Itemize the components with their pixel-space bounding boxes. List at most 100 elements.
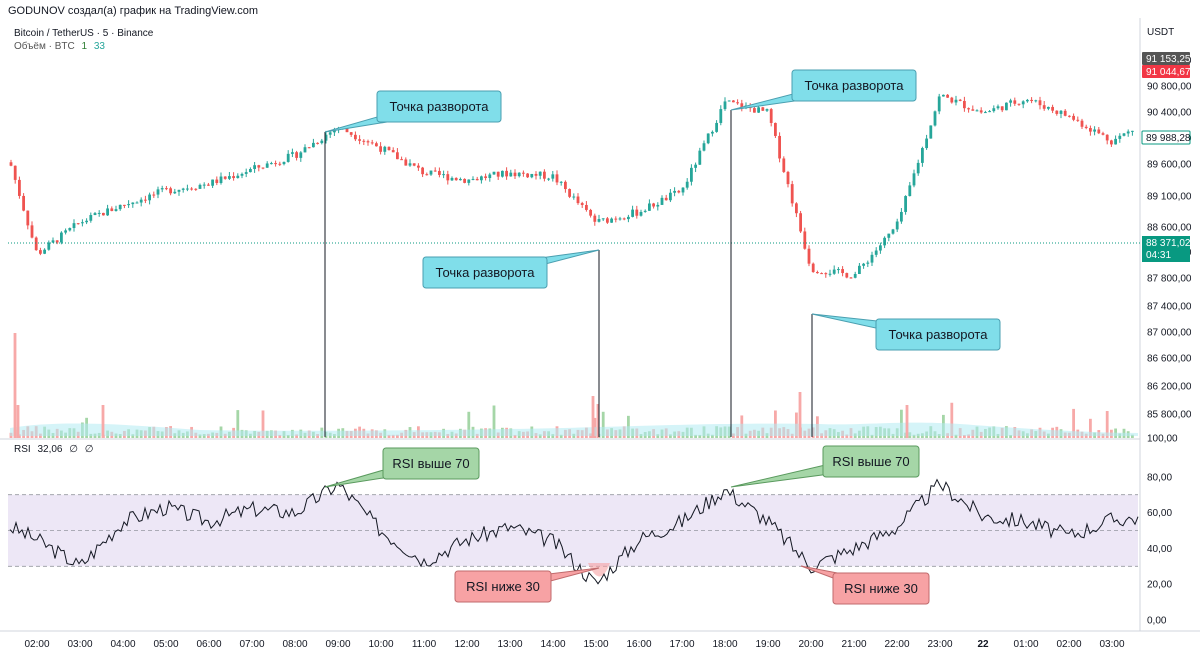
- candle: [156, 186, 160, 199]
- candle: [530, 173, 534, 179]
- volume-bar: [963, 434, 966, 438]
- candle: [379, 142, 382, 155]
- candle: [215, 176, 219, 186]
- candle: [866, 260, 870, 268]
- candle: [564, 180, 567, 193]
- candle: [816, 270, 819, 274]
- candle: [706, 133, 710, 145]
- candle: [837, 267, 840, 274]
- price-badge-high-text: 91 153,25: [1146, 54, 1191, 65]
- rsi-above-callout-2-text: RSI выше 70: [832, 454, 909, 469]
- rsi-below-callout-2[interactable]: RSI ниже 30: [800, 565, 930, 605]
- candle: [299, 151, 303, 162]
- time-tick: 03:00: [1099, 639, 1124, 650]
- publisher-header: GODUNOV создал(а) график на TradingView.…: [8, 5, 259, 17]
- candle: [475, 176, 479, 181]
- candle: [753, 106, 756, 113]
- pivot-callout-2[interactable]: Точка разворота: [422, 249, 600, 289]
- candle: [979, 107, 983, 114]
- candle: [274, 160, 277, 167]
- price-lines: [0, 18, 1200, 632]
- candle: [732, 100, 735, 103]
- candle: [370, 139, 374, 145]
- symbol-title[interactable]: Bitcoin / TetherUS · 5 · Binance: [14, 28, 154, 39]
- time-axis[interactable]: 02:00 03:00 04:00 05:00 06:00 07:00 08:00 09:00…: [24, 639, 1124, 650]
- volume-bar: [131, 434, 135, 438]
- candle: [916, 159, 920, 176]
- candle: [391, 147, 395, 153]
- candle: [257, 164, 261, 172]
- time-tick: 06:00: [196, 639, 221, 650]
- rsi-tick: 40,00: [1147, 544, 1172, 555]
- candle: [879, 242, 882, 254]
- rsi-above-callout-2[interactable]: RSI выше 70: [730, 445, 920, 488]
- candle: [198, 183, 202, 189]
- candle: [891, 228, 895, 235]
- candle: [858, 262, 861, 275]
- time-tick: 04:00: [110, 639, 135, 650]
- candle: [912, 169, 916, 188]
- volume-value-1: 1: [81, 41, 88, 52]
- price-tick: 86 600,00: [1147, 354, 1192, 365]
- volume-bar: [798, 392, 802, 438]
- candle: [538, 171, 542, 180]
- candle: [513, 169, 517, 179]
- candle: [593, 213, 597, 226]
- candle: [30, 221, 34, 239]
- candle: [354, 131, 357, 142]
- volume-bar: [1089, 418, 1092, 438]
- candle: [51, 237, 55, 244]
- candle: [190, 187, 193, 191]
- candle: [291, 148, 294, 158]
- volume-bar: [698, 434, 702, 438]
- volume-bar: [1131, 434, 1134, 438]
- volume-bar: [16, 405, 20, 438]
- rsi-below-callout-1[interactable]: RSI ниже 30: [454, 567, 600, 603]
- rsi-oversold-fill: [588, 563, 610, 577]
- candle: [421, 166, 424, 178]
- volume-bar: [198, 434, 202, 438]
- volume-legend[interactable]: Объём · BTC 1 33: [14, 40, 153, 53]
- volume-bar: [1105, 411, 1109, 438]
- rsi-tick: 0,00: [1147, 616, 1167, 627]
- candle: [778, 132, 781, 163]
- candle: [64, 228, 67, 235]
- candle: [433, 167, 437, 172]
- candle: [1017, 103, 1021, 106]
- candle: [1097, 126, 1101, 135]
- rsi-above-callout-1[interactable]: RSI выше 70: [324, 447, 480, 488]
- candle: [622, 217, 626, 221]
- candle: [282, 161, 286, 166]
- candle: [307, 146, 311, 149]
- pivot-callout-3[interactable]: Точка разворота: [730, 69, 917, 111]
- annotations[interactable]: Точка разворота Точка разворота Точка разв…: [324, 69, 1001, 605]
- rsi-legend[interactable]: RSI 32,06 ∅ ∅: [14, 444, 97, 455]
- candle: [1118, 133, 1122, 143]
- volume-bar: [467, 411, 471, 438]
- candle: [93, 211, 97, 216]
- candle: [270, 161, 273, 165]
- candle: [639, 209, 643, 217]
- bar-countdown: 04:31: [1146, 250, 1171, 261]
- candle: [988, 109, 991, 113]
- pivot-callout-4[interactable]: Точка разворота: [811, 313, 1001, 351]
- candle: [1055, 110, 1059, 116]
- candle: [1051, 104, 1054, 114]
- volume-bar: [845, 434, 849, 438]
- candle: [9, 159, 13, 167]
- candle: [984, 110, 987, 114]
- candle: [34, 236, 38, 251]
- time-tick: 13:00: [497, 639, 522, 650]
- candles: [9, 93, 1134, 279]
- candle: [526, 173, 529, 179]
- pivot-callout-1[interactable]: Точка разворота: [324, 90, 502, 133]
- candle: [572, 193, 576, 200]
- volume-bar: [551, 434, 555, 438]
- volume-bar: [513, 434, 517, 438]
- candle: [358, 135, 361, 145]
- last-price: 88 371,02: [1146, 238, 1191, 249]
- candle: [1026, 98, 1029, 103]
- candle: [790, 180, 794, 207]
